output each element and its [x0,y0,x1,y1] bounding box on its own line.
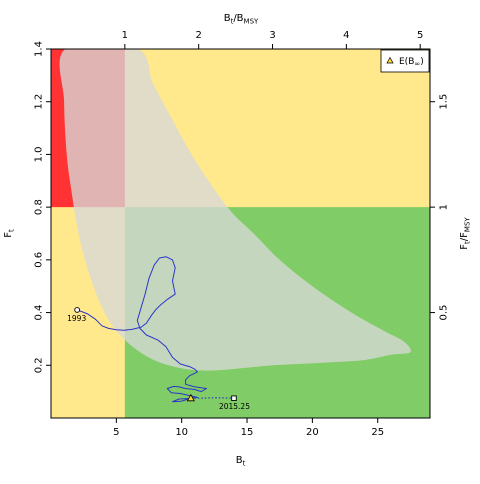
y-axis-label: Ft [3,229,16,238]
right-axis-label: Ft/FMSY [459,217,472,250]
y-tick-label: 0.8 [34,199,45,215]
y-axis-label-part: F [3,232,14,238]
legend: E(B∞) [380,49,430,73]
top-axis-label-part: MSY [244,18,259,26]
legend-marker [386,56,394,64]
top-axis-label-part: t [231,18,234,26]
y-tick-label: 1.0 [34,146,45,162]
legend-label-part: ∞ [414,60,420,68]
top-tick-label: 5 [417,30,423,41]
top-tick-label: 3 [269,30,275,41]
x-tick-label: 25 [371,427,384,438]
end-label: 2015.25 [219,402,250,411]
right-axis-label-part: MSY [464,217,472,232]
top-axis-label-part: /B [233,13,243,24]
right-tick-label: 1.5 [439,94,450,110]
y-tick-label: 0.4 [34,305,45,321]
plot-area: 1993 2015.25 [51,49,430,418]
trajectory-line [76,256,207,403]
y-tick-label: 1.2 [34,94,45,110]
uncertainty-region [59,49,411,371]
legend-label-part: ) [420,57,424,67]
top-tick-label: 1 [122,30,128,41]
y-tick-label: 0.6 [34,252,45,268]
equilibrium-marker [186,393,195,402]
axes: 5 10 15 20 25 0.2 0.4 0.6 0.8 1.0 1.2 1.4 1 2 3 4 5 0.5 1 1… [3,13,472,468]
top-tick-label: 4 [343,30,349,41]
top-tick-label: 2 [195,30,201,41]
x-axis-label: Bt [236,455,246,468]
start-label: 1993 [67,314,86,323]
legend-label: E(B∞) [399,57,424,68]
right-tick-label: 0.5 [439,305,450,321]
right-tick-label: 1 [439,204,450,210]
right-axis-label-part: F [459,244,470,250]
right-axis-label-part: t [464,241,472,244]
top-axis-label-part: B [224,13,231,24]
y-axis-label-part: t [8,229,16,232]
x-tick-label: 10 [175,427,188,438]
x-tick-label: 15 [241,427,254,438]
x-axis-label-part: t [243,460,246,468]
top-axis-label: Bt/BMSY [224,13,259,26]
y-tick-label: 0.2 [34,357,45,373]
legend-box [380,49,430,73]
y-tick-label: 1.4 [34,41,45,57]
legend-label-part: E(B [399,57,414,67]
end-point [231,395,237,401]
right-axis-label-part: /F [459,232,470,241]
start-point [74,307,80,313]
x-tick-label: 5 [113,427,119,438]
x-tick-label: 20 [306,427,319,438]
x-axis-label-part: B [236,455,243,466]
plot-frame [50,48,431,419]
